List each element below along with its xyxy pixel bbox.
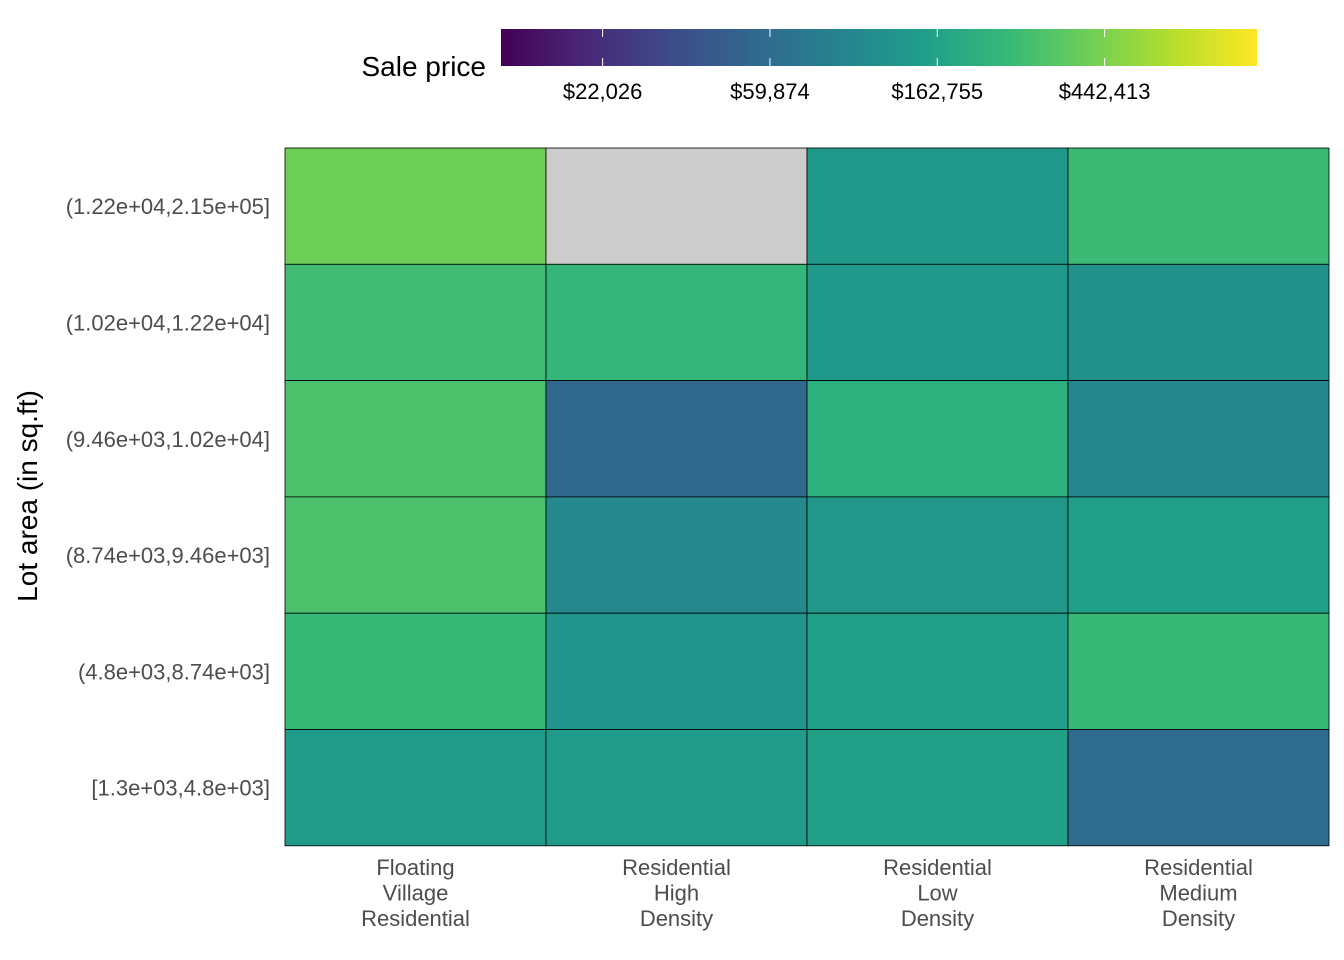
y-tick-label: (1.22e+04,2.15e+05] (66, 194, 270, 219)
y-tick-label: (9.46e+03,1.02e+04] (66, 427, 270, 452)
legend-colorbar (501, 29, 1257, 66)
heatmap-cells (284, 147, 1330, 847)
heatmap-cell (545, 263, 808, 381)
legend-tick-label: $162,755 (891, 79, 983, 104)
heatmap-cell (284, 496, 547, 614)
legend-tick-label: $59,874 (730, 79, 810, 104)
legend-tick-label: $22,026 (563, 79, 643, 104)
heatmap-cell (806, 729, 1069, 847)
heatmap-cell (545, 147, 808, 265)
heatmap-cell (1067, 380, 1330, 498)
legend: Sale price $22,026 $59,874 $162,755 $442,41… (361, 29, 1257, 104)
x-tick-label: Residential High Density (622, 855, 731, 931)
heatmap-cell (545, 380, 808, 498)
y-axis-title: Lot area (in sq.ft) (12, 390, 43, 602)
heatmap-cell (284, 380, 547, 498)
x-tick-label: Residential Medium Density (1144, 855, 1253, 931)
x-axis-tick-labels: Floating Village Residential Residential Hig… (361, 855, 1253, 931)
heatmap-cell (806, 496, 1069, 614)
heatmap-cell (806, 147, 1069, 265)
heatmap-cell (284, 263, 547, 381)
x-tick-label: Floating Village Residential (361, 855, 470, 931)
heatmap-cell (1067, 147, 1330, 265)
legend-tick-label: $442,413 (1059, 79, 1151, 104)
heatmap-cell (1067, 496, 1330, 614)
legend-title: Sale price (361, 51, 486, 82)
heatmap-cell (284, 147, 547, 265)
y-tick-label: [1.3e+03,4.8e+03] (91, 776, 270, 801)
heatmap-cell (806, 263, 1069, 381)
heatmap-cell (806, 612, 1069, 730)
heatmap-cell (1067, 612, 1330, 730)
heatmap-cell (1067, 263, 1330, 381)
heatmap-cell (806, 380, 1069, 498)
y-tick-label: (4.8e+03,8.74e+03] (78, 659, 270, 684)
heatmap-cell (1067, 729, 1330, 847)
x-tick-label: Residential Low Density (883, 855, 992, 931)
y-tick-label: (8.74e+03,9.46e+03] (66, 543, 270, 568)
heatmap-cell (284, 612, 547, 730)
heatmap-cell (545, 729, 808, 847)
heatmap-cell (545, 612, 808, 730)
y-axis-tick-labels: (1.22e+04,2.15e+05] (1.02e+04,1.22e+04] (9… (66, 194, 270, 801)
heatmap-cell (284, 729, 547, 847)
y-tick-label: (1.02e+04,1.22e+04] (66, 310, 270, 335)
heatmap-cell (545, 496, 808, 614)
